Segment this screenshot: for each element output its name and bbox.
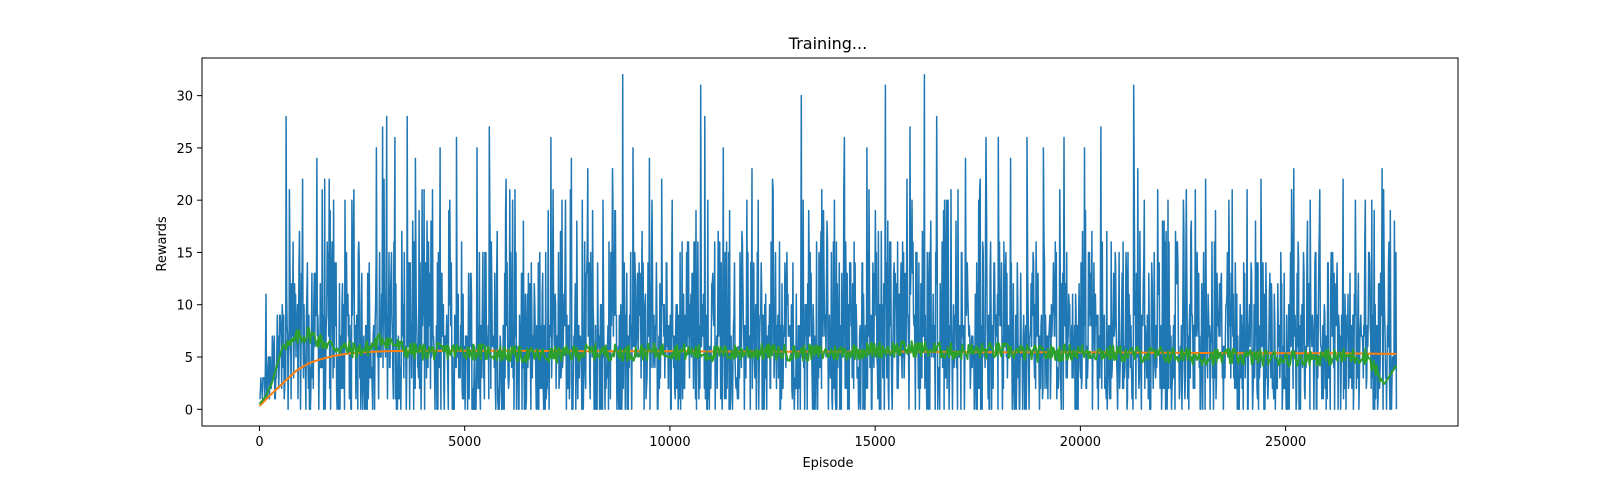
y-tick-label: 15 <box>176 246 193 261</box>
y-tick-label: 5 <box>185 351 193 366</box>
x-tick-label: 15000 <box>854 435 895 450</box>
axes-frame <box>201 57 1459 427</box>
axes-ticks: 0 5000 10000 15000 20000 25000 0 5 10 15 20 25 30 <box>176 90 1306 450</box>
chart-title: Training... <box>788 34 867 53</box>
y-tick-label: 0 <box>185 403 193 418</box>
x-tick-label: 5000 <box>448 435 481 450</box>
y-axis-label: Rewards <box>155 216 170 271</box>
x-axis-label: Episode <box>802 456 853 471</box>
y-tick-label: 10 <box>176 299 193 314</box>
x-tick-label: 25000 <box>1265 435 1306 450</box>
series-moving-average-line <box>258 326 1398 405</box>
x-tick-label: 10000 <box>649 435 690 450</box>
x-tick-label: 20000 <box>1060 435 1101 450</box>
y-tick-label: 30 <box>176 90 193 105</box>
y-tick-label: 20 <box>176 194 193 209</box>
x-tick-label: 0 <box>255 435 263 450</box>
plot-area <box>258 73 1398 411</box>
y-tick-label: 25 <box>176 142 193 157</box>
